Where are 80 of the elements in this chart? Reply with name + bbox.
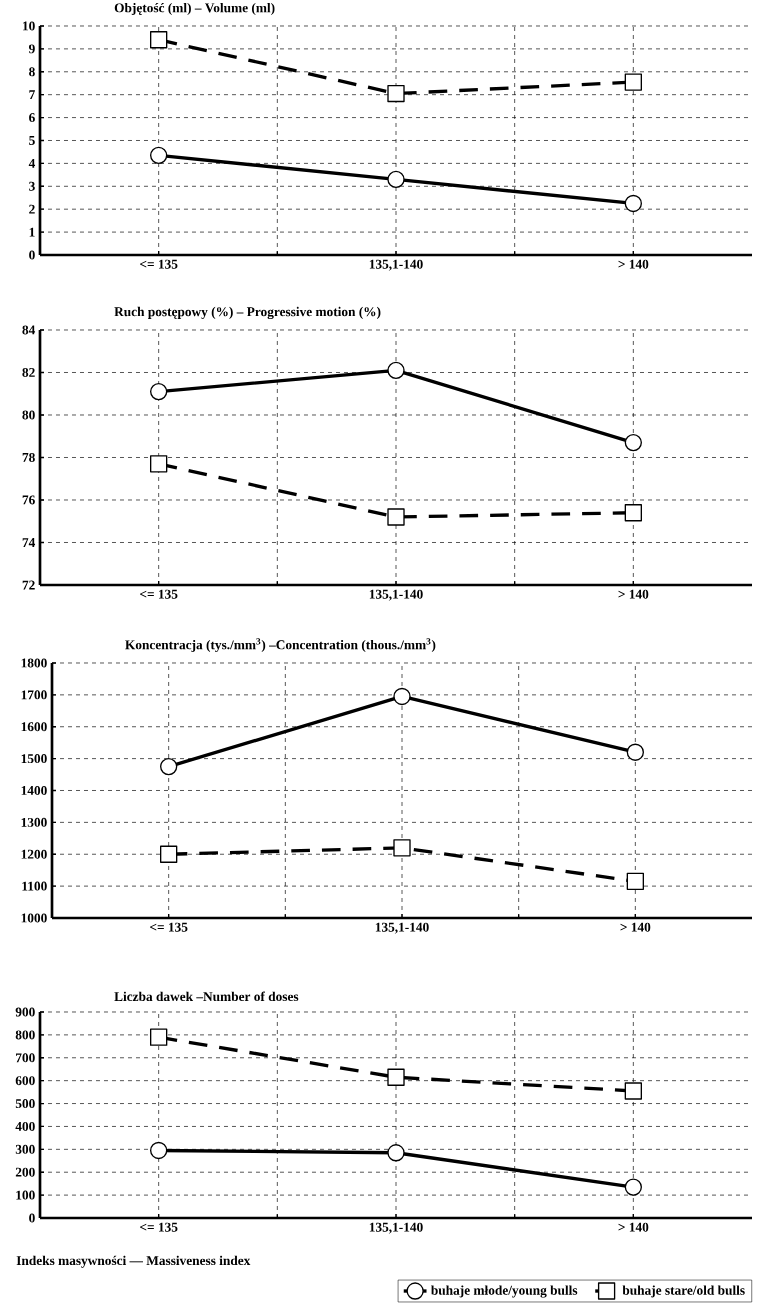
y-tick-label: 900 bbox=[15, 1007, 35, 1017]
y-tick-label: 1800 bbox=[21, 658, 47, 668]
y-tick-label: 1700 bbox=[21, 690, 47, 700]
y-tick-label: 100 bbox=[16, 1190, 35, 1200]
y-tick-label: 1400 bbox=[21, 785, 47, 795]
y-tick-label: 1100 bbox=[22, 881, 47, 891]
point bbox=[150, 455, 168, 473]
y-tick-label: 0 bbox=[29, 1213, 35, 1223]
point bbox=[150, 146, 168, 165]
point bbox=[387, 1144, 405, 1162]
y-tick-label: 78 bbox=[22, 452, 35, 462]
y-tick-label: 1600 bbox=[21, 722, 47, 732]
point bbox=[624, 433, 642, 452]
y-tick-label: 80 bbox=[22, 410, 35, 420]
y-tick-label: 700 bbox=[16, 1053, 35, 1063]
y-tick-label: 300 bbox=[15, 1144, 35, 1154]
y-tick-label: 9 bbox=[28, 44, 35, 54]
chart-title: Ruch postępowy (%) – Progressive motion (%) bbox=[114, 306, 381, 320]
y-tick-label: 3 bbox=[29, 181, 35, 191]
y-tick-label: 1200 bbox=[21, 849, 47, 859]
y-tick-label: 82 bbox=[22, 367, 35, 377]
y-tick-label: 5 bbox=[29, 136, 35, 145]
point bbox=[393, 687, 411, 706]
y-tick-label: 500 bbox=[15, 1099, 35, 1109]
y-tick-label: 2 bbox=[29, 204, 35, 214]
point bbox=[160, 845, 178, 863]
y-tick-label: 1000 bbox=[21, 913, 47, 923]
y-tick-label: 4 bbox=[28, 158, 36, 168]
point bbox=[150, 382, 168, 401]
x-tick-label: 135,1-140 bbox=[369, 1222, 423, 1234]
y-tick-label: 200 bbox=[15, 1167, 35, 1177]
point bbox=[624, 1082, 642, 1100]
x-tick-label: 135,1-140 bbox=[369, 259, 423, 271]
y-tick-label: 10 bbox=[23, 21, 35, 31]
x-axis-title: Indeks masywności — Massiveness index bbox=[16, 1255, 251, 1268]
point bbox=[387, 361, 405, 380]
chart-title: Koncentracja (tys./mm$^{3}$) –Concentration (thous./mm$^{3}$) bbox=[125, 638, 436, 653]
point bbox=[160, 757, 178, 776]
point bbox=[624, 194, 642, 213]
x-tick-label: <= 135 bbox=[150, 922, 188, 932]
y-tick-label: 1300 bbox=[21, 817, 47, 827]
y-tick-label: 1 bbox=[29, 227, 35, 237]
point bbox=[150, 1028, 168, 1046]
y-tick-label: 76 bbox=[22, 495, 35, 505]
point bbox=[624, 504, 642, 522]
point bbox=[150, 1141, 168, 1160]
x-tick-label: <= 135 bbox=[140, 1222, 178, 1232]
point bbox=[150, 31, 168, 49]
y-tick-label: 8 bbox=[29, 67, 35, 77]
y-tick-label: 84 bbox=[22, 325, 36, 335]
x-tick-label: 135,1-140 bbox=[369, 589, 423, 601]
y-tick-label: 74 bbox=[22, 538, 36, 547]
legend-label: buhaje stare/old bulls bbox=[622, 1285, 745, 1298]
chart-title: Liczba dawek –Number of doses bbox=[114, 991, 299, 1002]
point bbox=[626, 872, 645, 890]
x-tick-label: > 140 bbox=[620, 922, 651, 932]
point bbox=[393, 839, 411, 857]
y-tick-label: 600 bbox=[15, 1076, 35, 1086]
y-tick-label: 1500 bbox=[21, 754, 47, 764]
y-tick-label: 6 bbox=[29, 113, 35, 123]
point bbox=[624, 1178, 642, 1196]
y-tick-label: 800 bbox=[15, 1030, 35, 1040]
x-tick-label: > 140 bbox=[618, 589, 649, 599]
point bbox=[387, 1068, 405, 1086]
y-tick-label: 7 bbox=[29, 90, 35, 100]
chart-title: Objętość (ml) – Volume (ml) bbox=[114, 2, 275, 16]
point bbox=[387, 508, 405, 526]
y-tick-label: 72 bbox=[22, 580, 35, 590]
x-tick-label: <= 135 bbox=[140, 589, 178, 599]
legend-label: buhaje młode/young bulls bbox=[431, 1285, 578, 1298]
x-tick-label: > 140 bbox=[618, 259, 649, 269]
y-tick-label: 400 bbox=[15, 1121, 35, 1131]
point bbox=[626, 743, 645, 761]
x-tick-label: <= 135 bbox=[140, 259, 178, 269]
y-tick-label: 0 bbox=[29, 250, 35, 260]
x-tick-label: > 140 bbox=[618, 1222, 649, 1232]
point bbox=[624, 73, 642, 91]
point bbox=[387, 170, 405, 189]
point bbox=[387, 84, 405, 103]
x-tick-label: 135,1-140 bbox=[375, 922, 429, 934]
